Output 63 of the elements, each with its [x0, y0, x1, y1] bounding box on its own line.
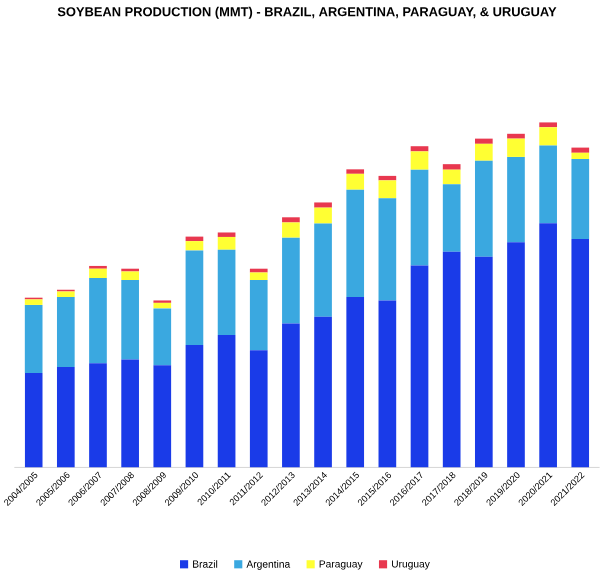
bar	[410, 150, 429, 170]
bar	[507, 133, 525, 139]
bar	[153, 364, 172, 467]
bar	[121, 359, 139, 467]
bar	[571, 158, 590, 239]
bar	[56, 296, 75, 367]
bar	[571, 152, 590, 159]
bar	[507, 241, 525, 467]
bar	[346, 168, 365, 174]
bar	[442, 163, 461, 170]
bar	[346, 173, 365, 190]
bar	[153, 302, 172, 308]
bar	[507, 156, 525, 242]
bar	[56, 291, 75, 297]
bar	[378, 179, 397, 198]
bar	[314, 223, 332, 317]
bar	[89, 268, 107, 278]
bar	[539, 121, 557, 127]
bar	[442, 169, 461, 184]
bar	[474, 138, 493, 144]
bar	[121, 271, 139, 280]
bar	[249, 349, 268, 467]
bar	[153, 307, 172, 365]
bar	[282, 237, 300, 324]
bar	[217, 236, 236, 250]
bar	[474, 143, 493, 161]
bar	[314, 202, 332, 208]
bar	[24, 298, 43, 305]
bar	[282, 222, 300, 238]
bar	[442, 251, 461, 467]
bar	[217, 249, 236, 335]
bar	[539, 145, 557, 223]
bar	[410, 265, 429, 467]
bar	[185, 344, 204, 467]
bar	[539, 222, 557, 467]
bar	[282, 216, 300, 223]
bar	[89, 277, 107, 363]
bar	[282, 323, 300, 467]
bar	[249, 272, 268, 280]
bar	[507, 138, 525, 157]
bar	[314, 316, 332, 467]
bar	[378, 300, 397, 467]
bar	[89, 362, 107, 467]
bar	[410, 145, 429, 151]
bar	[346, 296, 365, 467]
bar	[539, 126, 557, 146]
bar	[442, 183, 461, 252]
bar	[249, 279, 268, 350]
bar	[346, 189, 365, 297]
bar	[185, 249, 204, 345]
bar	[571, 238, 590, 467]
bar	[571, 147, 590, 153]
bar	[474, 256, 493, 467]
bar	[378, 197, 397, 301]
bar	[121, 279, 139, 360]
bar	[474, 160, 493, 257]
bar	[24, 372, 43, 467]
bar	[410, 169, 429, 266]
bar	[185, 240, 204, 250]
bar	[217, 334, 236, 467]
bar	[24, 304, 43, 373]
bar	[314, 207, 332, 224]
bar	[56, 366, 75, 467]
